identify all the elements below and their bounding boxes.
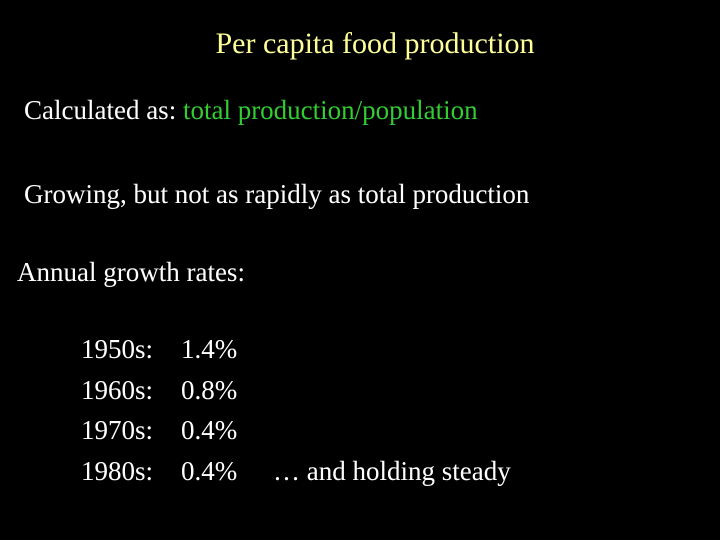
rate-decade: 1980s: bbox=[81, 455, 154, 486]
annual-growth-heading: Annual growth rates: bbox=[17, 257, 245, 287]
calculated-as-label: Calculated as: bbox=[24, 95, 183, 125]
calculated-formula: total production/population bbox=[182, 95, 478, 125]
rate-value: 0.8% bbox=[181, 374, 238, 405]
rate-value: 0.4% bbox=[181, 415, 238, 445]
rate-decade: 1970s: bbox=[81, 415, 154, 445]
rate-decade: 1960s: bbox=[81, 374, 154, 405]
growing-text: Growing, but not as rapidly as total pro… bbox=[24, 179, 530, 209]
rate-value: 1.4% bbox=[181, 334, 238, 364]
slide-title: Per capita food production bbox=[215, 27, 535, 60]
rate-decade: 1950s: bbox=[81, 334, 154, 364]
rate-value: 0.4% bbox=[181, 455, 238, 486]
calculated-as-line: Calculated as: total production/populati… bbox=[24, 93, 478, 127]
rate-note: … and holding steady bbox=[273, 455, 511, 486]
